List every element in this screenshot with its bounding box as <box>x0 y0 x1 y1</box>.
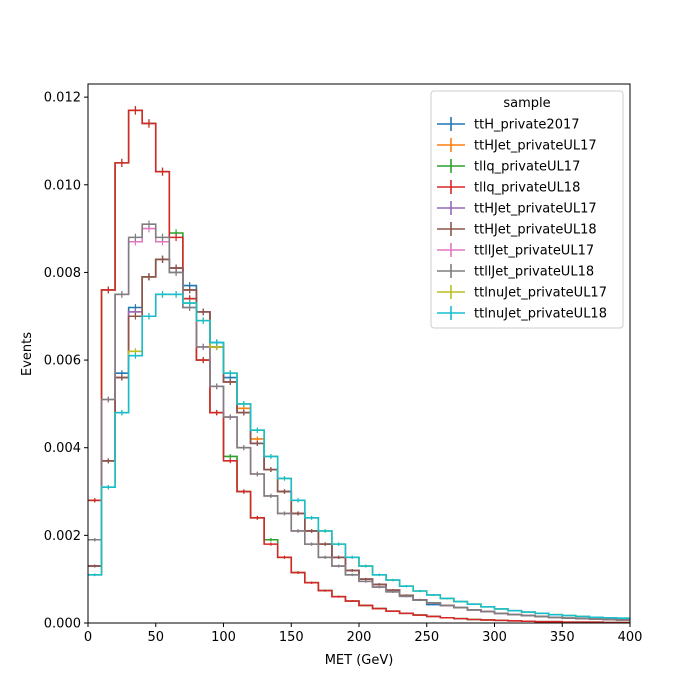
y-tick-label: 0.000 <box>44 617 81 632</box>
series-step-line <box>88 293 630 619</box>
y-tick-label: 0.004 <box>44 441 81 456</box>
legend: samplettH_private2017ttHJet_privateUL17t… <box>430 90 624 329</box>
series-7 <box>88 220 630 621</box>
x-tick-label: 300 <box>482 630 507 645</box>
y-axis-label: Events <box>20 332 35 376</box>
y-tick-label: 0.002 <box>44 529 81 544</box>
y-tick-label: 0.012 <box>44 91 81 106</box>
legend-label: ttlnuJet_privateUL18 <box>474 307 607 322</box>
y-tick-label: 0.008 <box>44 266 81 281</box>
y-tick-label: 0.010 <box>44 178 81 193</box>
legend-label: ttHJet_privateUL17 <box>474 139 597 154</box>
legend-label: ttHJet_privateUL17 <box>474 202 597 217</box>
x-tick-label: 50 <box>147 630 164 645</box>
x-tick-label: 100 <box>211 630 236 645</box>
x-tick-label: 0 <box>84 630 92 645</box>
x-tick-label: 400 <box>618 630 643 645</box>
x-tick-label: 200 <box>347 630 372 645</box>
legend-label: ttlnuJet_privateUL17 <box>474 286 607 301</box>
x-tick-label: 350 <box>550 630 575 645</box>
legend-label: ttllJet_privateUL18 <box>474 265 594 280</box>
x-tick-label: 250 <box>414 630 439 645</box>
series-9 <box>88 290 630 619</box>
y-axis-ticks: 0.000 0.002 0.004 0.006 0.008 0.010 0.012 <box>44 91 88 632</box>
series-layer <box>88 106 630 624</box>
legend-label: tllq_privateUL18 <box>474 181 580 196</box>
x-tick-label: 150 <box>279 630 304 645</box>
series-step-line <box>88 223 630 621</box>
legend-box <box>430 90 624 329</box>
legend-label: tllq_privateUL17 <box>474 160 580 175</box>
legend-label: ttllJet_privateUL17 <box>474 244 594 259</box>
legend-label: ttHJet_privateUL18 <box>474 223 597 238</box>
x-axis-ticks: 0 50 100 150 200 250 300 350 400 <box>84 623 643 645</box>
x-axis-label: MET (GeV) <box>325 653 394 668</box>
y-tick-label: 0.006 <box>44 354 81 369</box>
legend-title: sample <box>503 96 550 111</box>
series-3 <box>88 106 630 624</box>
legend-label: ttH_private2017 <box>474 118 580 133</box>
